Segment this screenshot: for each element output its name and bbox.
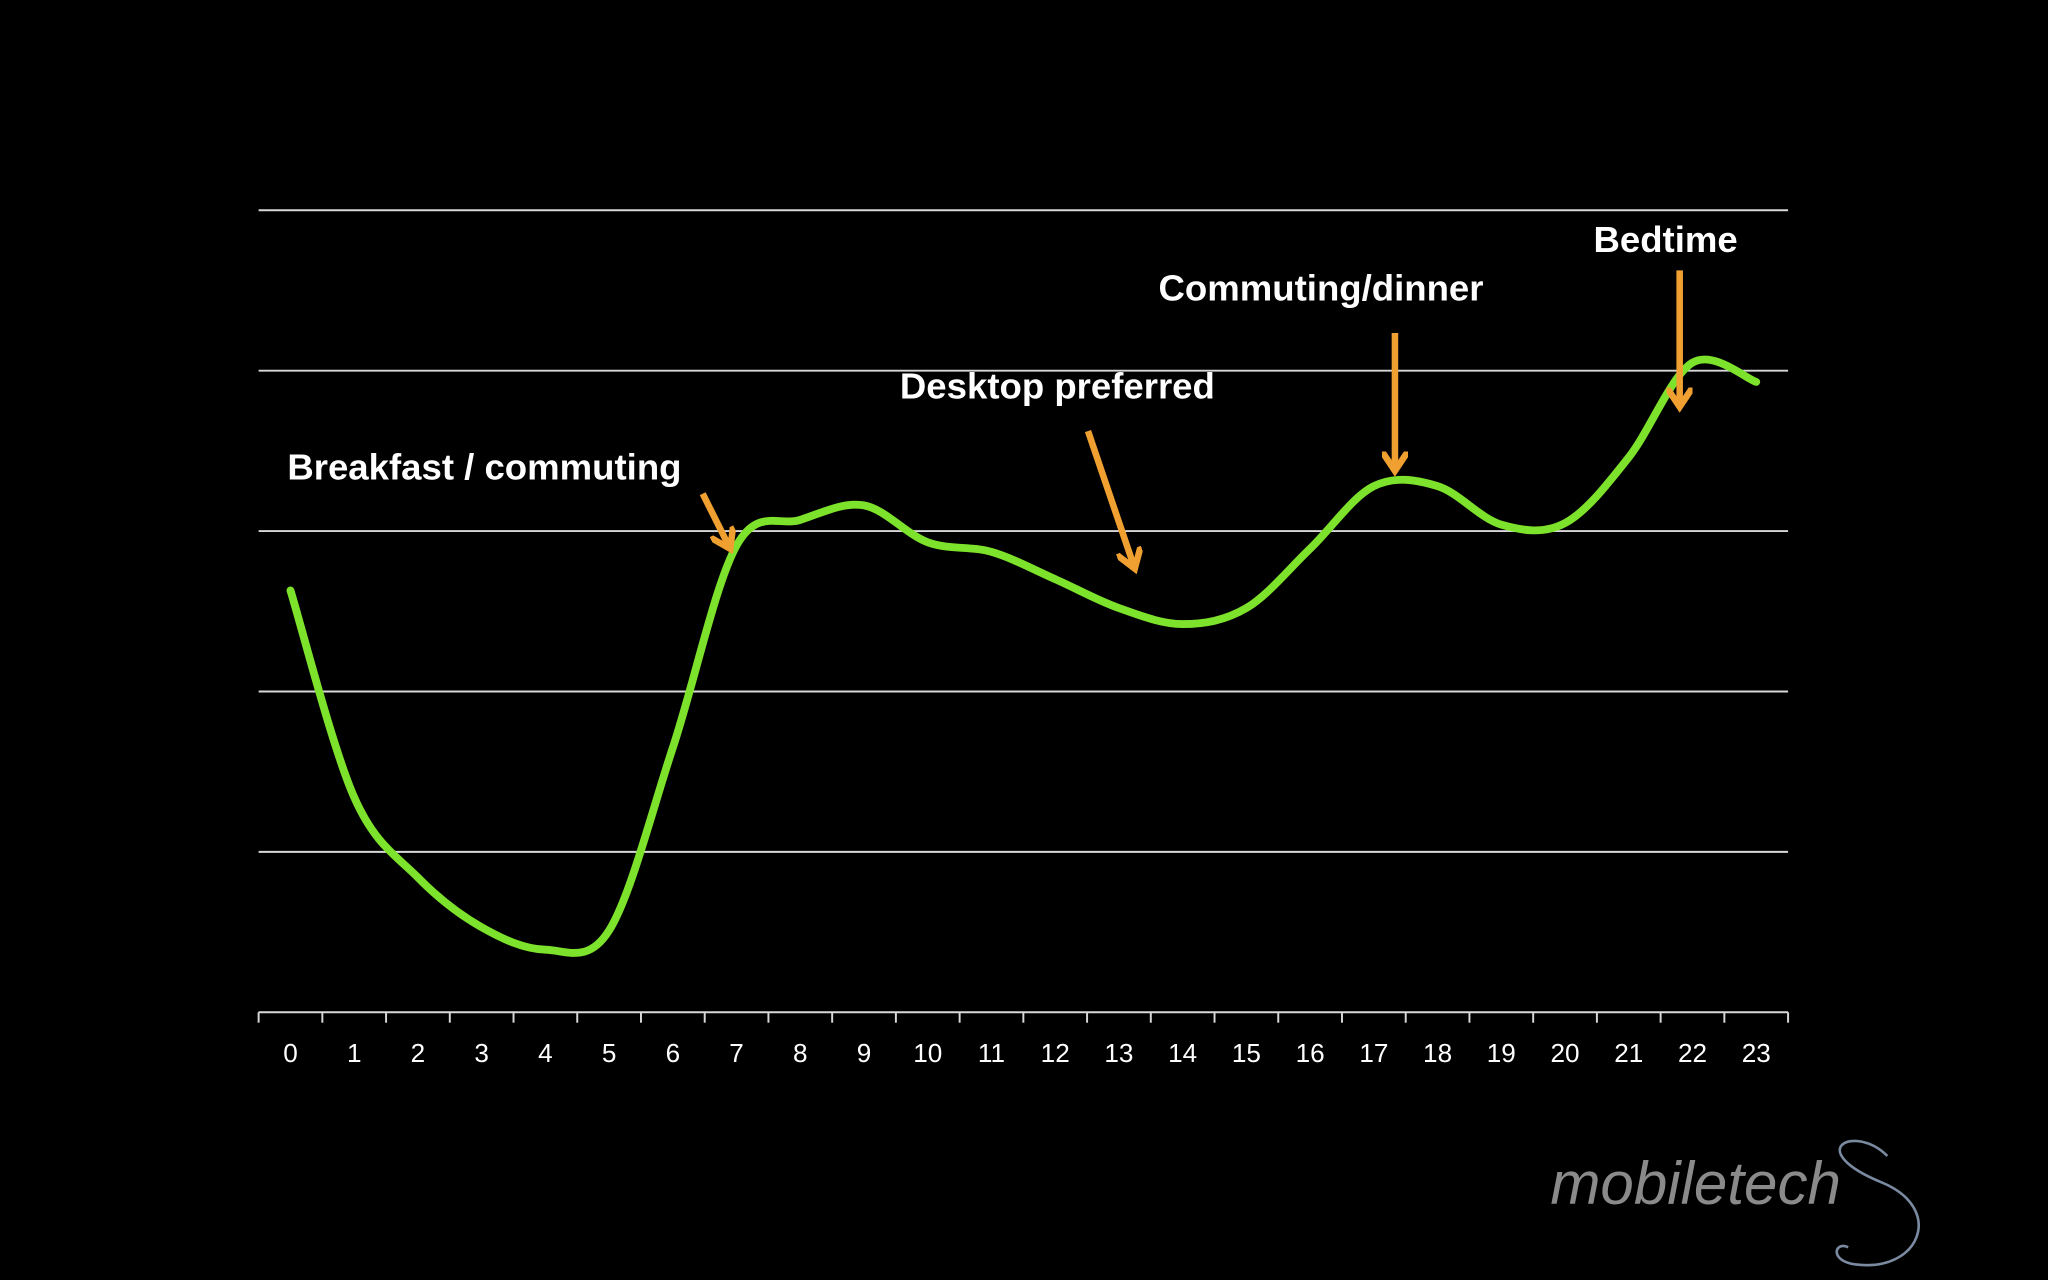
x-tick-label: 22	[1678, 1038, 1707, 1068]
plot	[286, 355, 1761, 957]
x-tick-label: 11	[978, 1038, 1005, 1068]
x-tick-label: 1	[347, 1038, 362, 1068]
logo-swirl	[1835, 1139, 1920, 1267]
grid	[258, 209, 1789, 853]
x-axis: 0 1 2 3 4 5 6 7 8 9 10 11 12 13 14 15 16 17 18 19 20 21 22 23	[257, 1011, 1790, 1068]
x-tick-label: 9	[857, 1038, 872, 1068]
x-tick-label: 23	[1742, 1038, 1771, 1068]
x-tick-label: 8	[793, 1038, 808, 1068]
x-tick-label: 20	[1551, 1038, 1580, 1068]
x-tick-label: 21	[1614, 1038, 1643, 1068]
x-tick-label: 0	[283, 1038, 298, 1068]
annotations: Breakfast / commuting Desktop preferred …	[287, 219, 1738, 566]
x-tick-label: 14	[1168, 1038, 1197, 1068]
x-tick-label: 3	[474, 1038, 489, 1068]
x-tick-label: 7	[729, 1038, 744, 1068]
x-tick-label: 19	[1487, 1038, 1516, 1068]
annotation: Commuting/dinner	[1159, 267, 1484, 308]
x-tick-label: 15	[1232, 1038, 1261, 1068]
x-tick-label: 2	[411, 1038, 426, 1068]
x-tick-label: 13	[1104, 1038, 1133, 1068]
x-tick-label: 16	[1296, 1038, 1325, 1068]
watermark: mobiletech	[1550, 1150, 1841, 1217]
arrow	[699, 492, 729, 546]
annotation: Bedtime	[1593, 219, 1737, 260]
x-tick-label: 17	[1359, 1038, 1388, 1068]
x-tick-label: 12	[1041, 1038, 1070, 1068]
x-tick-label: 6	[666, 1038, 681, 1068]
arrow	[1084, 429, 1134, 566]
line	[286, 355, 1761, 957]
x-tick-label: 10	[913, 1038, 942, 1068]
x-tick-label: 18	[1423, 1038, 1452, 1068]
x-tick-label: 4	[538, 1038, 553, 1068]
annotation: Breakfast / commuting	[287, 446, 681, 487]
x-tick-label: 5	[602, 1038, 617, 1068]
annotation: Desktop preferred	[900, 365, 1215, 406]
